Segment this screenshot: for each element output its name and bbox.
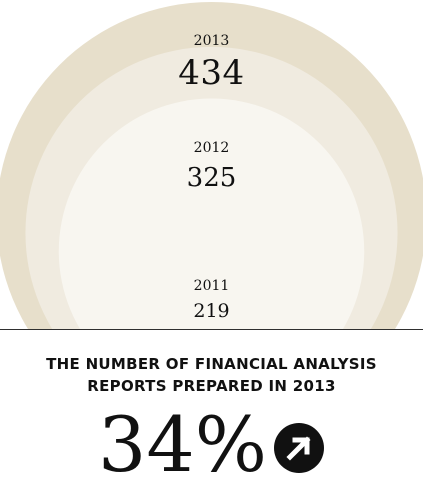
year-label-2012: 2012 — [193, 140, 230, 156]
year-label-2011: 2011 — [193, 278, 230, 294]
year-label-2013: 2013 — [193, 33, 230, 49]
value-label-2012: 325 — [186, 163, 237, 193]
bubble-chart: 2013 434 2012 325 2011 219 — [0, 2, 423, 330]
caption-line-1: THE NUMBER OF FINANCIAL ANALYSIS — [46, 355, 377, 373]
value-label-2011: 219 — [193, 300, 230, 322]
arrow-up-right-icon — [273, 423, 324, 473]
percent-change: 34% — [98, 400, 267, 489]
baseline — [0, 329, 423, 330]
chart-caption: THE NUMBER OF FINANCIAL ANALYSIS REPORTS… — [0, 353, 423, 397]
value-label-2013: 434 — [178, 53, 245, 93]
change-indicator: 34% — [0, 400, 423, 490]
bubble-chart-svg — [0, 2, 423, 330]
caption-line-2: REPORTS PREPARED IN 2013 — [87, 377, 336, 395]
bubble-2011 — [58, 98, 365, 330]
